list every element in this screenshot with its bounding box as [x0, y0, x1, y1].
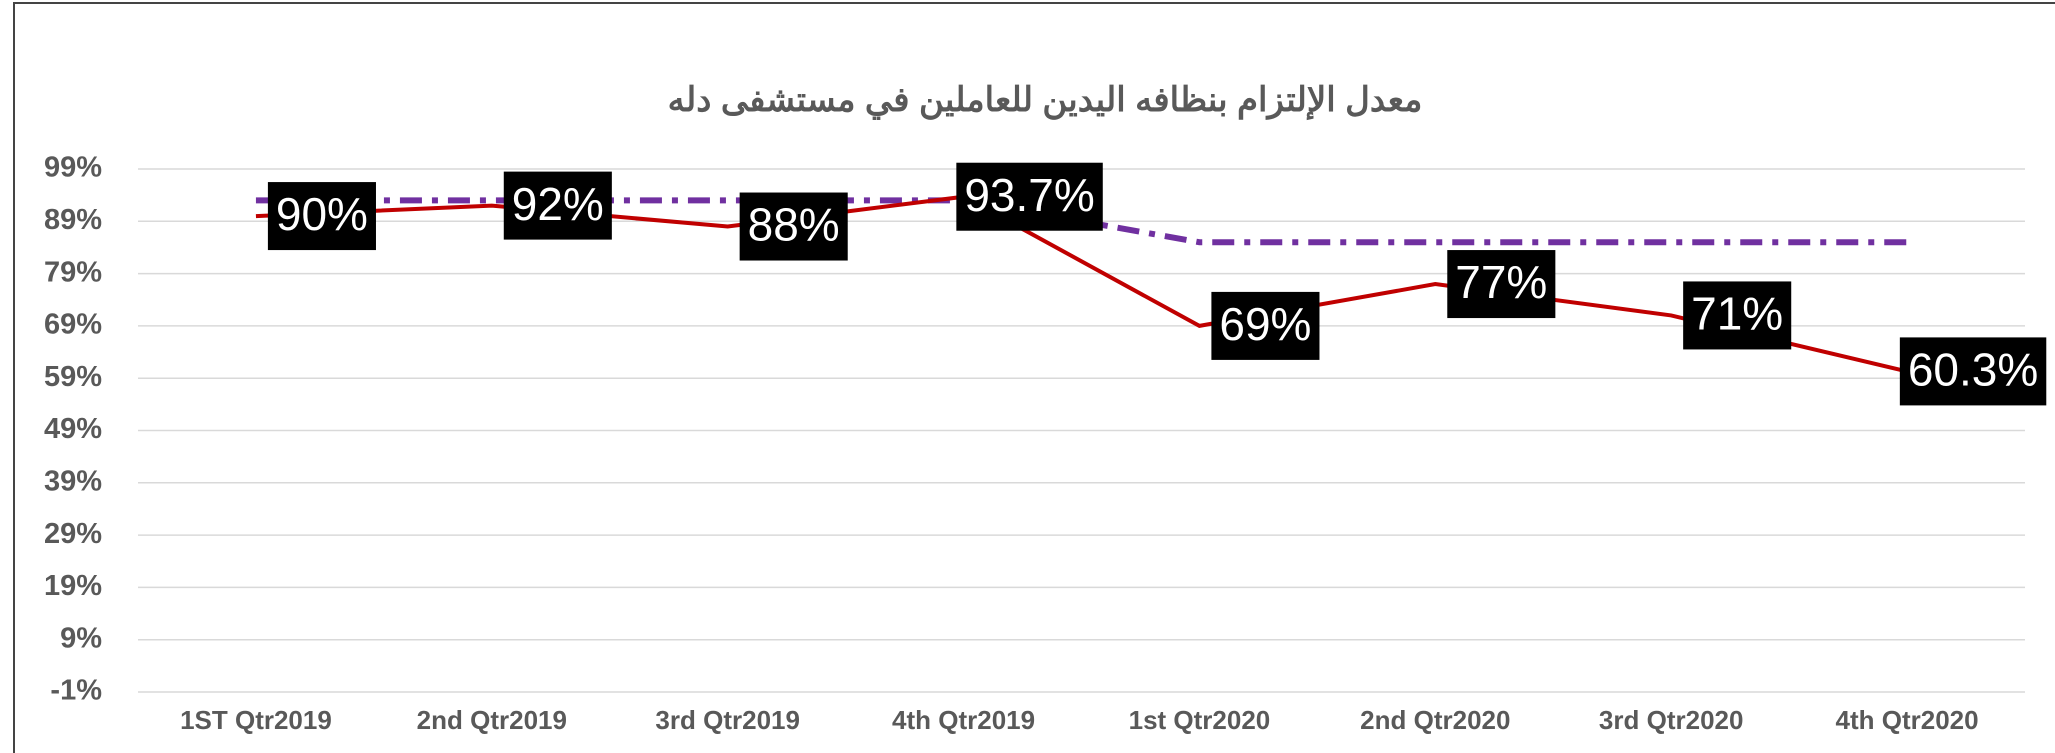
y-tick-label: 49% — [44, 413, 102, 445]
y-tick-label: 19% — [44, 570, 102, 602]
data-label-box — [1899, 337, 2047, 406]
x-tick-label: 2nd Qtr2020 — [1360, 705, 1510, 735]
data-label-box — [267, 182, 376, 251]
data-label-text: 90% — [276, 188, 368, 240]
chart-title: معدل الإلتزام بنظافه اليدين للعاملين في … — [668, 81, 1423, 120]
data-label-text: 69% — [1219, 298, 1311, 350]
x-tick-label: 3rd Qtr2019 — [655, 705, 800, 735]
x-tick-label: 1ST Qtr2019 — [180, 705, 332, 735]
y-tick-label: 99% — [44, 152, 102, 184]
data-label: 60.3% — [1899, 337, 2047, 406]
y-tick-label: 59% — [44, 361, 102, 393]
y-tick-label: 39% — [44, 465, 102, 497]
data-label-box — [1683, 281, 1792, 350]
data-label: 88% — [739, 192, 848, 261]
x-tick-label: 2nd Qtr2019 — [417, 705, 567, 735]
y-tick-label: 79% — [44, 256, 102, 288]
data-label-box — [956, 162, 1103, 231]
data-label-box — [739, 192, 848, 261]
y-tick-label: 69% — [44, 309, 102, 341]
data-label-box — [1447, 250, 1556, 319]
data-label-text: 71% — [1691, 288, 1783, 340]
data-label: 71% — [1683, 281, 1792, 350]
data-label: 92% — [503, 171, 612, 240]
data-label-box — [503, 171, 612, 240]
data-label: 90% — [267, 182, 376, 251]
data-label: 93.7% — [956, 162, 1103, 231]
y-tick-label: 89% — [44, 204, 102, 236]
x-tick-label: 4th Qtr2019 — [892, 705, 1035, 735]
y-tick-label: 9% — [60, 622, 102, 654]
data-label-text: 92% — [512, 178, 604, 230]
y-tick-label: -1% — [50, 675, 102, 707]
data-label: 77% — [1447, 250, 1556, 319]
y-tick-label: 29% — [44, 518, 102, 550]
data-label-text: 77% — [1455, 256, 1547, 308]
data-label-text: 60.3% — [1908, 344, 2038, 396]
data-label-box — [1211, 291, 1320, 360]
data-label-text: 93.7% — [964, 169, 1094, 221]
x-tick-label: 3rd Qtr2020 — [1599, 705, 1744, 735]
x-tick-label: 1st Qtr2020 — [1129, 705, 1271, 735]
x-tick-label: 4th Qtr2020 — [1836, 705, 1979, 735]
data-label: 69% — [1211, 291, 1320, 360]
data-label-text: 88% — [748, 199, 840, 251]
